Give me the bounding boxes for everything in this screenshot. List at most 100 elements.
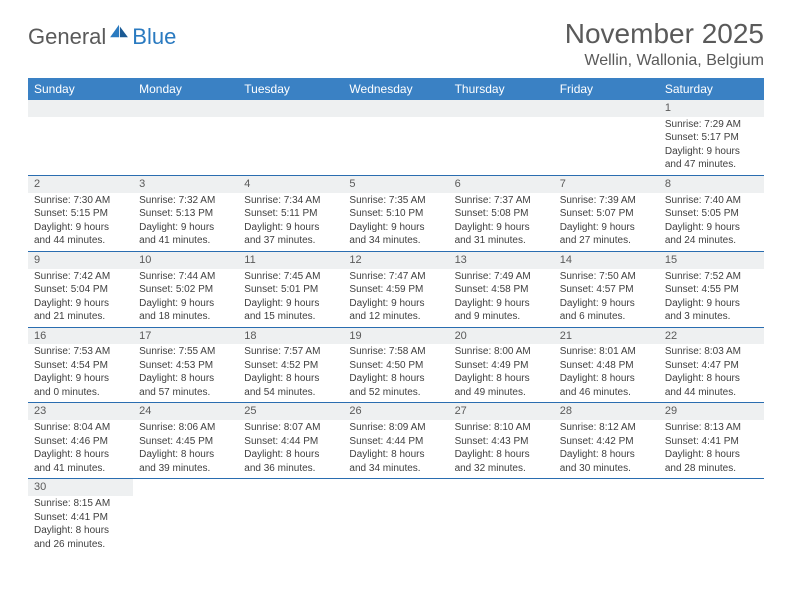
daylight-line: Daylight: 8 hours and 32 minutes. bbox=[455, 448, 548, 475]
daylight-line: Daylight: 9 hours and 0 minutes. bbox=[34, 372, 127, 399]
day-number-cell: 23 bbox=[28, 403, 133, 420]
day-detail-cell: Sunrise: 7:47 AMSunset: 4:59 PMDaylight:… bbox=[343, 269, 448, 328]
sunset-line: Sunset: 5:17 PM bbox=[665, 131, 758, 145]
daylight-line: Daylight: 8 hours and 41 minutes. bbox=[34, 448, 127, 475]
sunset-line: Sunset: 5:13 PM bbox=[139, 207, 232, 221]
daylight-line: Daylight: 8 hours and 36 minutes. bbox=[244, 448, 337, 475]
sunset-line: Sunset: 5:02 PM bbox=[139, 283, 232, 297]
day-detail-cell: Sunrise: 7:50 AMSunset: 4:57 PMDaylight:… bbox=[554, 269, 659, 328]
day-detail-cell bbox=[554, 496, 659, 554]
day-number-cell: 9 bbox=[28, 251, 133, 268]
logo-text-blue: Blue bbox=[132, 24, 176, 50]
day-detail-cell bbox=[28, 117, 133, 176]
day-detail-cell bbox=[343, 496, 448, 554]
sunrise-line: Sunrise: 7:53 AM bbox=[34, 345, 127, 359]
day-detail-cell: Sunrise: 8:03 AMSunset: 4:47 PMDaylight:… bbox=[659, 344, 764, 403]
day-number-cell: 15 bbox=[659, 251, 764, 268]
day-detail-cell: Sunrise: 8:01 AMSunset: 4:48 PMDaylight:… bbox=[554, 344, 659, 403]
day-detail-cell bbox=[133, 117, 238, 176]
day-number-cell: 4 bbox=[238, 175, 343, 192]
weekday-wednesday: Wednesday bbox=[343, 78, 448, 100]
sunrise-line: Sunrise: 8:10 AM bbox=[455, 421, 548, 435]
daylight-line: Daylight: 8 hours and 49 minutes. bbox=[455, 372, 548, 399]
sunset-line: Sunset: 4:58 PM bbox=[455, 283, 548, 297]
sunrise-line: Sunrise: 8:04 AM bbox=[34, 421, 127, 435]
day-detail-cell: Sunrise: 7:52 AMSunset: 4:55 PMDaylight:… bbox=[659, 269, 764, 328]
daylight-line: Daylight: 8 hours and 46 minutes. bbox=[560, 372, 653, 399]
day-detail-cell: Sunrise: 8:12 AMSunset: 4:42 PMDaylight:… bbox=[554, 420, 659, 479]
sunrise-line: Sunrise: 7:37 AM bbox=[455, 194, 548, 208]
day-number-cell: 26 bbox=[343, 403, 448, 420]
calendar-table: SundayMondayTuesdayWednesdayThursdayFrid… bbox=[28, 78, 764, 554]
sunset-line: Sunset: 4:53 PM bbox=[139, 359, 232, 373]
sunrise-line: Sunrise: 8:01 AM bbox=[560, 345, 653, 359]
sunrise-line: Sunrise: 7:29 AM bbox=[665, 118, 758, 132]
day-number-cell: 2 bbox=[28, 175, 133, 192]
sunrise-line: Sunrise: 7:57 AM bbox=[244, 345, 337, 359]
day-detail-cell: Sunrise: 7:53 AMSunset: 4:54 PMDaylight:… bbox=[28, 344, 133, 403]
day-number-cell: 12 bbox=[343, 251, 448, 268]
sunset-line: Sunset: 5:15 PM bbox=[34, 207, 127, 221]
week-0-daynum-row: 1 bbox=[28, 100, 764, 117]
daylight-line: Daylight: 8 hours and 34 minutes. bbox=[349, 448, 442, 475]
day-detail-cell: Sunrise: 8:09 AMSunset: 4:44 PMDaylight:… bbox=[343, 420, 448, 479]
day-number-cell bbox=[449, 100, 554, 117]
sunrise-line: Sunrise: 8:13 AM bbox=[665, 421, 758, 435]
day-detail-cell: Sunrise: 7:35 AMSunset: 5:10 PMDaylight:… bbox=[343, 193, 448, 252]
sunrise-line: Sunrise: 7:34 AM bbox=[244, 194, 337, 208]
day-number-cell: 27 bbox=[449, 403, 554, 420]
week-3-daynum-row: 16171819202122 bbox=[28, 327, 764, 344]
day-number-cell: 22 bbox=[659, 327, 764, 344]
day-number-cell bbox=[659, 479, 764, 496]
day-number-cell: 16 bbox=[28, 327, 133, 344]
day-number-cell: 18 bbox=[238, 327, 343, 344]
sunrise-line: Sunrise: 8:03 AM bbox=[665, 345, 758, 359]
day-detail-cell bbox=[238, 117, 343, 176]
sunset-line: Sunset: 4:55 PM bbox=[665, 283, 758, 297]
day-detail-cell: Sunrise: 7:42 AMSunset: 5:04 PMDaylight:… bbox=[28, 269, 133, 328]
sunrise-line: Sunrise: 7:30 AM bbox=[34, 194, 127, 208]
daylight-line: Daylight: 9 hours and 27 minutes. bbox=[560, 221, 653, 248]
sunrise-line: Sunrise: 8:06 AM bbox=[139, 421, 232, 435]
day-detail-cell: Sunrise: 7:32 AMSunset: 5:13 PMDaylight:… bbox=[133, 193, 238, 252]
day-number-cell: 14 bbox=[554, 251, 659, 268]
day-number-cell bbox=[449, 479, 554, 496]
sunset-line: Sunset: 4:43 PM bbox=[455, 435, 548, 449]
sunrise-line: Sunrise: 7:45 AM bbox=[244, 270, 337, 284]
sunset-line: Sunset: 5:04 PM bbox=[34, 283, 127, 297]
weekday-tuesday: Tuesday bbox=[238, 78, 343, 100]
day-detail-cell: Sunrise: 8:15 AMSunset: 4:41 PMDaylight:… bbox=[28, 496, 133, 554]
day-number-cell bbox=[238, 479, 343, 496]
sunset-line: Sunset: 5:07 PM bbox=[560, 207, 653, 221]
daylight-line: Daylight: 9 hours and 3 minutes. bbox=[665, 297, 758, 324]
weekday-header-row: SundayMondayTuesdayWednesdayThursdayFrid… bbox=[28, 78, 764, 100]
sunrise-line: Sunrise: 7:55 AM bbox=[139, 345, 232, 359]
week-1-detail-row: Sunrise: 7:30 AMSunset: 5:15 PM Daylight:… bbox=[28, 193, 764, 252]
daylight-line: Daylight: 8 hours and 44 minutes. bbox=[665, 372, 758, 399]
sunrise-line: Sunrise: 7:32 AM bbox=[139, 194, 232, 208]
week-1-daynum-row: 2345678 bbox=[28, 175, 764, 192]
day-number-cell: 11 bbox=[238, 251, 343, 268]
daylight-line: Daylight: 9 hours and 41 minutes. bbox=[139, 221, 232, 248]
sunset-line: Sunset: 4:46 PM bbox=[34, 435, 127, 449]
day-detail-cell bbox=[343, 117, 448, 176]
day-number-cell: 24 bbox=[133, 403, 238, 420]
day-detail-cell bbox=[554, 117, 659, 176]
week-2-detail-row: Sunrise: 7:42 AMSunset: 5:04 PMDaylight:… bbox=[28, 269, 764, 328]
day-detail-cell: Sunrise: 8:13 AMSunset: 4:41 PMDaylight:… bbox=[659, 420, 764, 479]
day-number-cell: 19 bbox=[343, 327, 448, 344]
daylight-line: Daylight: 8 hours and 28 minutes. bbox=[665, 448, 758, 475]
week-4-detail-row: Sunrise: 8:04 AMSunset: 4:46 PMDaylight:… bbox=[28, 420, 764, 479]
daylight-line: Daylight: 8 hours and 57 minutes. bbox=[139, 372, 232, 399]
day-number-cell: 17 bbox=[133, 327, 238, 344]
day-number-cell bbox=[238, 100, 343, 117]
weekday-friday: Friday bbox=[554, 78, 659, 100]
day-detail-cell: Sunrise: 7:44 AMSunset: 5:02 PMDaylight:… bbox=[133, 269, 238, 328]
week-5-detail-row: Sunrise: 8:15 AMSunset: 4:41 PMDaylight:… bbox=[28, 496, 764, 554]
week-2-daynum-row: 9101112131415 bbox=[28, 251, 764, 268]
location: Wellin, Wallonia, Belgium bbox=[565, 52, 764, 70]
day-detail-cell: Sunrise: 7:39 AMSunset: 5:07 PMDaylight:… bbox=[554, 193, 659, 252]
week-5-daynum-row: 30 bbox=[28, 479, 764, 496]
logo-text-general: General bbox=[28, 24, 106, 50]
day-number-cell: 29 bbox=[659, 403, 764, 420]
